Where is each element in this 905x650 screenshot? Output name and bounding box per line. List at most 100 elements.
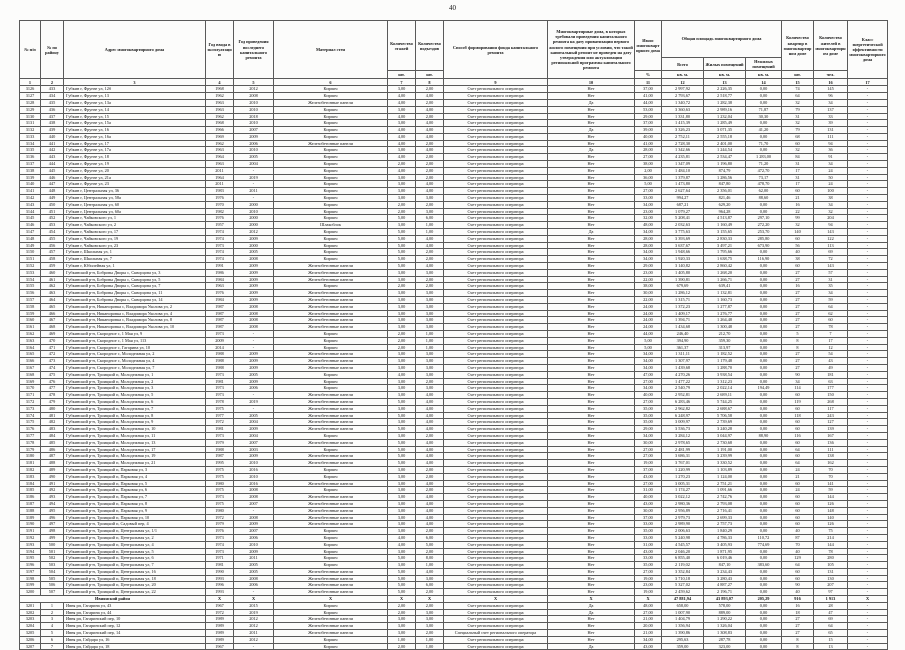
cell: 2009	[233, 289, 274, 298]
cell: -	[847, 479, 888, 488]
cell: Да	[547, 126, 635, 134]
cell: 27,00	[634, 187, 662, 196]
cell: 4 513,87	[703, 214, 746, 223]
cell: 2009	[233, 520, 274, 529]
column-number: 3	[63, 78, 206, 87]
cell: 37,00	[634, 513, 662, 522]
cell: 2008	[233, 316, 274, 325]
column-number: 1	[19, 78, 41, 87]
cell: 60	[781, 187, 814, 196]
cell: 3,00	[387, 520, 416, 529]
cell: 3,00	[387, 173, 416, 182]
cell: 482	[40, 418, 64, 427]
column-number: 7	[387, 78, 416, 87]
cell: 1972	[205, 418, 234, 427]
cell: Ивня рп, Гагарина ул, 44	[63, 608, 206, 617]
cell: Кирпич	[273, 85, 388, 94]
cell: 1975	[205, 499, 234, 508]
cell: 2004	[233, 160, 274, 168]
section-cell: X	[634, 595, 662, 603]
cell: 2012	[233, 85, 274, 94]
cell: -	[847, 370, 888, 379]
cell: 3200	[19, 588, 41, 597]
cell: 32,00	[634, 214, 662, 223]
cell: 7	[813, 330, 848, 338]
cell: 5,00	[387, 241, 416, 250]
cell: 41,20	[745, 126, 782, 134]
cell: 0,00	[745, 574, 782, 583]
cell: 458	[40, 255, 64, 264]
cell: 1970	[205, 200, 234, 209]
cell: 3,00	[387, 194, 416, 202]
cell: 4,00	[387, 370, 416, 379]
cell: 0,00	[745, 547, 782, 556]
cell: 491	[40, 479, 64, 488]
cell: 2,00	[415, 472, 444, 481]
cell: 3184	[19, 479, 41, 488]
cell: 2019	[233, 608, 274, 617]
cell: 7	[40, 642, 64, 650]
cell: Нет	[547, 459, 635, 467]
table-row: 3196 503 Губкинский р-н, Троицкий п, Центр…	[19, 561, 888, 569]
cell: Железобетонные панели	[273, 309, 388, 318]
cell: 144	[813, 540, 848, 549]
cell: 5,00	[387, 574, 416, 583]
cell: 847,10	[703, 561, 746, 569]
cell: 446	[40, 173, 64, 182]
cell: 54	[813, 350, 848, 359]
cell: 1 871,95	[703, 547, 746, 556]
cell: Счет регионального оператора	[443, 92, 548, 100]
cell: 3,00	[387, 499, 416, 508]
cell: 1 091,66	[703, 486, 746, 495]
cell: 1974	[205, 248, 234, 257]
cell: 30,00	[634, 438, 662, 447]
column-number: 11	[634, 78, 662, 87]
cell: 1 315,71	[661, 296, 704, 304]
cell: Да	[547, 228, 635, 236]
cell: 3,00	[415, 268, 444, 277]
cell: Нет	[547, 431, 635, 440]
cell: -	[847, 445, 888, 454]
cell: 24	[781, 465, 814, 474]
cell: Нет	[547, 323, 635, 331]
cell: 47,00	[634, 370, 662, 379]
cell: 8	[781, 642, 814, 650]
cell: Нет	[547, 411, 635, 420]
cell: 2009	[233, 452, 274, 461]
cell: 1973	[205, 370, 234, 379]
cell: 4,00	[415, 479, 444, 488]
column-number: 15	[781, 78, 814, 87]
cell: 3169	[19, 377, 41, 386]
cell: 60	[781, 234, 814, 243]
cell: 2 742,76	[703, 493, 746, 501]
table-row: 3155 462 Губкинский р-н, Бобровы Дворы с, …	[19, 282, 888, 291]
cell: 2009	[233, 377, 274, 386]
cell: 111	[813, 445, 848, 454]
cell: 0,00	[745, 391, 782, 399]
cell: 477	[40, 384, 64, 393]
cell: Губкинский р-н, Скородное с, Молодежная …	[63, 357, 206, 365]
table-row: 3193 500 Губкинский р-н, Троицкий п, Центр…	[19, 540, 888, 549]
cell: 2,00	[387, 343, 416, 352]
cell: 1 182,52	[703, 350, 746, 359]
cell: Кирпич	[273, 608, 388, 617]
cell: 3,00	[415, 363, 444, 372]
cell: 59	[813, 296, 848, 304]
cell: 2004	[233, 431, 274, 440]
cell: Счет регионального оператора	[443, 194, 548, 202]
cell: Счет регионального оператора	[443, 112, 548, 121]
cell: Губкинский р-н, Троицкий п, Молодежная у…	[63, 377, 206, 386]
cell: 3194	[19, 547, 41, 556]
cell: 1 409,17	[661, 309, 704, 318]
cell: Нет	[547, 166, 635, 175]
cell: 1988	[205, 445, 234, 454]
cell: 2008	[233, 309, 274, 318]
cell: 3139	[19, 173, 41, 182]
cell: -	[847, 493, 888, 501]
table-row: 3168 475 Губкинский р-н, Троицкий п, Молод…	[19, 370, 888, 379]
cell: 3181	[19, 459, 41, 467]
cell: Счет регионального оператора	[443, 126, 548, 134]
cell: 88,60	[745, 194, 782, 202]
cell: 23,00	[634, 207, 662, 216]
cell: 3 140,82	[661, 262, 704, 270]
